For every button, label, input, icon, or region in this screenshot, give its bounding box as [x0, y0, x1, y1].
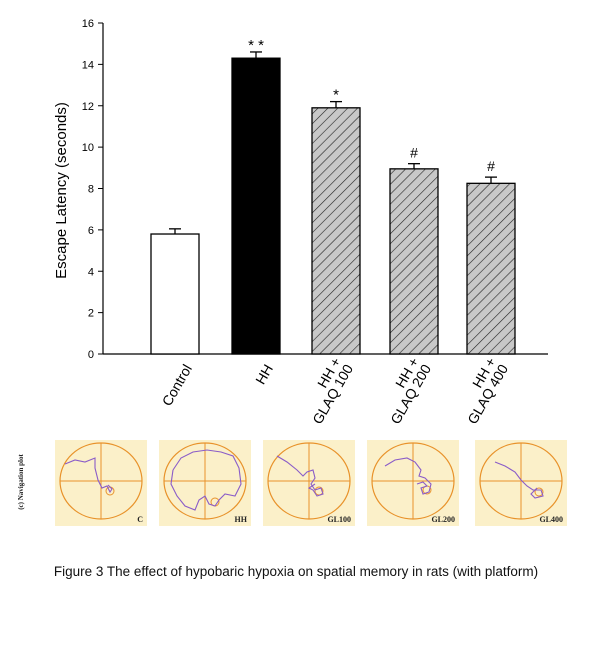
navigation-plot-side-label: (c) Navigation plot: [17, 454, 25, 510]
significance-marker: #: [410, 145, 418, 161]
navigation-path-drawing: [59, 442, 143, 520]
bar: [466, 182, 516, 355]
x-tick-label-line: Control: [159, 362, 195, 409]
navigation-plot-label: C: [137, 515, 143, 524]
bar: [231, 57, 281, 355]
navigation-plot-hh: HH: [159, 440, 251, 526]
y-tick-label: 12: [82, 101, 94, 113]
x-tick-label: Control: [159, 362, 195, 409]
y-tick-label: 10: [82, 142, 94, 154]
navigation-plot-gl400: GL400: [475, 440, 567, 526]
bar: [150, 233, 200, 355]
navigation-path-drawing: [267, 442, 351, 520]
navigation-plot-control: C: [55, 440, 147, 526]
significance-marker: *: [333, 87, 339, 104]
navigation-path-drawing: [371, 442, 455, 520]
y-tick-label: 14: [82, 59, 94, 71]
figure-caption: Figure 3 The effect of hypobaric hypoxia…: [53, 564, 539, 579]
y-tick-label: 8: [88, 184, 94, 196]
bar: [311, 107, 361, 355]
x-tick-label: HH +GLAQ 100: [309, 355, 356, 427]
navigation-plot-label: HH: [234, 515, 247, 524]
navigation-plot-gl100: GL100: [263, 440, 355, 526]
y-tick-label: 2: [88, 308, 94, 320]
chart-bars: [150, 51, 516, 355]
x-tick-label: HH +GLAQ 400: [464, 355, 511, 427]
navigation-plot-gl200: GL200: [367, 440, 459, 526]
y-tick-label: 4: [88, 266, 94, 278]
y-tick-label: 0: [88, 349, 94, 361]
navigation-plot-label: GL400: [539, 515, 563, 524]
x-tick-label: HH: [252, 362, 276, 388]
y-tick-label: 6: [88, 225, 94, 237]
significance-marker: #: [487, 158, 495, 174]
navigation-path-drawing: [479, 442, 563, 520]
x-tick-label: HH +GLAQ 200: [387, 355, 434, 427]
y-axis-label: Escape Latency (seconds): [53, 102, 70, 279]
y-tick-label: 16: [82, 18, 94, 30]
x-tick-label-line: HH: [252, 362, 276, 388]
bar-chart: 0 2 4 6 8 10 12 14 16 Escape Latency (seconds) Co…: [53, 18, 548, 427]
navigation-path-drawing: [163, 442, 247, 520]
navigation-plot-label: GL100: [327, 515, 351, 524]
bar: [389, 168, 439, 355]
navigation-plot-label: GL200: [431, 515, 455, 524]
significance-marker: * *: [248, 37, 264, 54]
